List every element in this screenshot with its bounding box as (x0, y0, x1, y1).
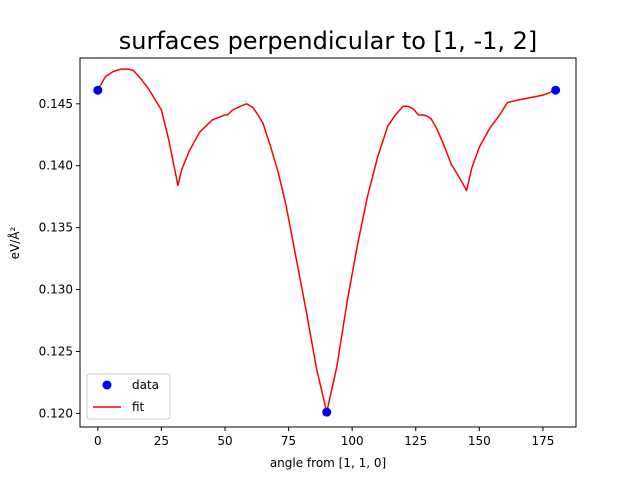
y-tick-label: 0.130 (39, 283, 73, 297)
y-tick-label: 0.135 (39, 221, 73, 235)
y-axis-label: eV/Å² (7, 226, 22, 259)
x-tick-label: 50 (217, 434, 232, 448)
x-tick-label: 0 (94, 434, 102, 448)
x-axis-ticks: 0 25 50 75 100 125 150 175 (94, 427, 554, 448)
y-axis-ticks: 0.120 0.125 0.130 0.135 0.140 0.145 (39, 97, 80, 420)
y-tick-label: 0.120 (39, 406, 73, 420)
y-tick-label: 0.125 (39, 344, 73, 358)
x-axis-label: angle from [1, 1, 0] (270, 456, 386, 470)
legend: data fit (86, 373, 171, 420)
x-tick-label: 100 (341, 434, 364, 448)
chart-title: surfaces perpendicular to [1, -1, 2] (119, 27, 538, 55)
data-point (93, 85, 103, 95)
axes-frame (79, 57, 577, 428)
data-point (322, 407, 332, 417)
y-tick-label: 0.140 (39, 159, 73, 173)
fit-line (97, 68, 556, 413)
plot-area (93, 68, 561, 417)
data-point (551, 85, 561, 95)
x-tick-label: 75 (281, 434, 296, 448)
legend-label-data: data (132, 378, 159, 392)
legend-marker-data (102, 380, 112, 390)
x-tick-label: 25 (154, 434, 169, 448)
legend-label-fit: fit (132, 400, 145, 414)
x-tick-label: 150 (468, 434, 491, 448)
x-tick-label: 175 (531, 434, 554, 448)
y-tick-label: 0.145 (39, 97, 73, 111)
x-tick-label: 125 (404, 434, 427, 448)
